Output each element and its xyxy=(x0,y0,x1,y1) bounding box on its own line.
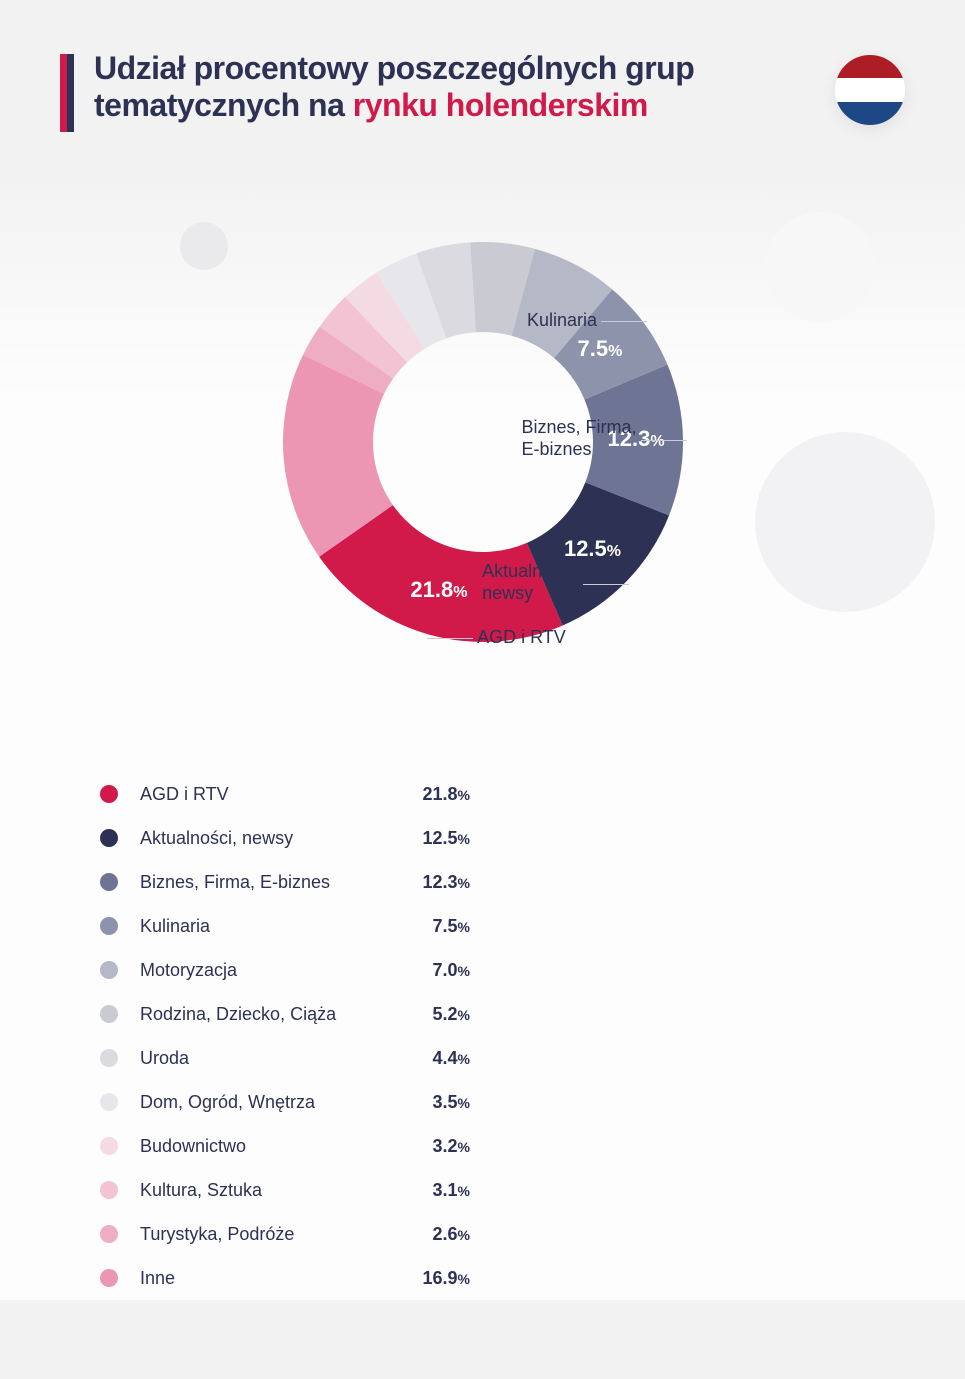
callout-leader-line xyxy=(601,321,647,322)
legend-swatch xyxy=(100,1181,118,1199)
legend-row: Rodzina, Dziecko, Ciąża5.2% xyxy=(100,992,965,1036)
legend-value: 12.3% xyxy=(400,872,470,893)
legend-value: 3.2% xyxy=(400,1136,470,1157)
legend-value: 5.2% xyxy=(400,1004,470,1025)
callout-leader-line xyxy=(641,440,687,441)
legend-value: 3.1% xyxy=(400,1180,470,1201)
legend-swatch xyxy=(100,917,118,935)
legend-label: AGD i RTV xyxy=(140,784,400,805)
legend-value: 4.4% xyxy=(400,1048,470,1069)
legend-row: Aktualności, newsy12.5% xyxy=(100,816,965,860)
title-highlight: rynku holenderskim xyxy=(353,87,648,123)
page-title: Udział procentowy poszczególnych grup te… xyxy=(94,50,734,124)
legend-row: Motoryzacja7.0% xyxy=(100,948,965,992)
decor-circle xyxy=(755,432,935,612)
legend-swatch xyxy=(100,1269,118,1287)
legend-swatch xyxy=(100,829,118,847)
slice-value-label: 21.8% xyxy=(410,577,467,603)
decor-circle xyxy=(180,222,228,270)
legend: AGD i RTV21.8%Aktualności, newsy12.5%Biz… xyxy=(0,732,965,1300)
legend-row: Kultura, Sztuka3.1% xyxy=(100,1168,965,1212)
legend-label: Budownictwo xyxy=(140,1136,400,1157)
legend-row: Uroda4.4% xyxy=(100,1036,965,1080)
legend-label: Turystyka, Podróże xyxy=(140,1224,400,1245)
chart-area: 21.8%12.5%12.3%7.5% AGD i RTVAktualności… xyxy=(0,172,965,732)
legend-value: 7.5% xyxy=(400,916,470,937)
legend-row: Dom, Ogród, Wnętrza3.5% xyxy=(100,1080,965,1124)
legend-label: Biznes, Firma, E-biznes xyxy=(140,872,400,893)
legend-label: Kulinaria xyxy=(140,916,400,937)
legend-value: 12.5% xyxy=(400,828,470,849)
legend-swatch xyxy=(100,961,118,979)
netherlands-flag-icon xyxy=(835,55,905,125)
legend-row: Kulinaria7.5% xyxy=(100,904,965,948)
slice-value-label: 12.5% xyxy=(564,536,621,562)
legend-swatch xyxy=(100,785,118,803)
legend-value: 21.8% xyxy=(400,784,470,805)
title-block: Udział procentowy poszczególnych grup te… xyxy=(60,50,905,132)
legend-row: AGD i RTV21.8% xyxy=(100,772,965,816)
legend-swatch xyxy=(100,873,118,891)
chart-callout: Kulinaria xyxy=(527,309,597,332)
legend-value: 2.6% xyxy=(400,1224,470,1245)
legend-row: Budownictwo3.2% xyxy=(100,1124,965,1168)
legend-label: Aktualności, newsy xyxy=(140,828,400,849)
legend-value: 3.5% xyxy=(400,1092,470,1113)
legend-row: Turystyka, Podróże2.6% xyxy=(100,1212,965,1256)
callout-leader-line xyxy=(427,638,473,639)
chart-callout: Biznes, Firma,E-biznes xyxy=(521,416,636,461)
slice-value-label: 7.5% xyxy=(577,336,622,362)
legend-label: Dom, Ogród, Wnętrza xyxy=(140,1092,400,1113)
legend-swatch xyxy=(100,1005,118,1023)
legend-row: Biznes, Firma, E-biznes12.3% xyxy=(100,860,965,904)
decor-circle xyxy=(765,212,875,322)
legend-swatch xyxy=(100,1137,118,1155)
chart-callout: AGD i RTV xyxy=(477,626,566,649)
legend-value: 16.9% xyxy=(400,1268,470,1289)
legend-label: Inne xyxy=(140,1268,400,1289)
flag-stripe-white xyxy=(835,78,905,101)
accent-bar xyxy=(60,54,74,132)
legend-label: Uroda xyxy=(140,1048,400,1069)
legend-label: Motoryzacja xyxy=(140,960,400,981)
callout-leader-line xyxy=(583,584,629,585)
legend-swatch xyxy=(100,1093,118,1111)
legend-swatch xyxy=(100,1049,118,1067)
chart-callout: Aktualności,newsy xyxy=(482,560,579,605)
legend-label: Kultura, Sztuka xyxy=(140,1180,400,1201)
legend-value: 7.0% xyxy=(400,960,470,981)
legend-row: Inne16.9% xyxy=(100,1256,965,1300)
legend-label: Rodzina, Dziecko, Ciąża xyxy=(140,1004,400,1025)
legend-swatch xyxy=(100,1225,118,1243)
header: Udział procentowy poszczególnych grup te… xyxy=(0,0,965,172)
